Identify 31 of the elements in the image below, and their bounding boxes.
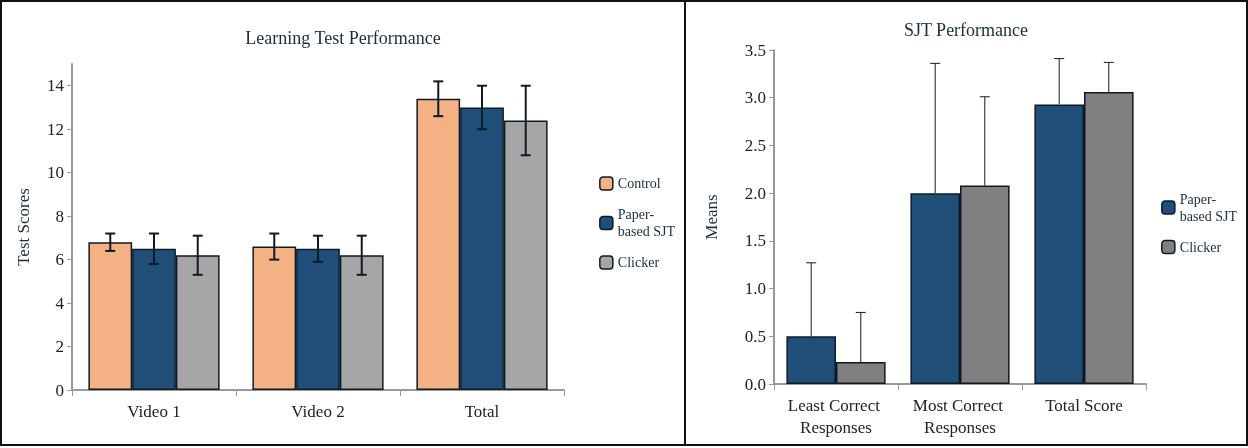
x-tick-label: Video 1 xyxy=(127,401,181,421)
y-axis-title: Means xyxy=(702,194,721,240)
legend-label: Paper-based SJT xyxy=(617,207,676,239)
y-tick-label: 2 xyxy=(55,337,64,357)
y-tick-label: 0.5 xyxy=(744,326,766,346)
y-tick-label: 2.5 xyxy=(744,135,766,155)
legend-label: Clicker xyxy=(617,255,660,270)
y-tick-label: 3.5 xyxy=(744,40,766,60)
chart-title: SJT Performance xyxy=(903,20,1029,40)
legend-label: Clicker xyxy=(1179,239,1222,255)
x-tick-label: Total xyxy=(464,401,500,421)
y-tick-label: 8 xyxy=(55,206,64,226)
y-tick-label: 1.5 xyxy=(744,231,766,251)
y-axis-title: Test Scores xyxy=(14,188,33,266)
y-tick-label: 12 xyxy=(47,119,64,139)
legend-label: Paper-based SJT xyxy=(1179,191,1238,224)
chart-title: Learning Test Performance xyxy=(245,28,441,48)
y-tick-label: 0.0 xyxy=(744,374,766,394)
x-tick-label: Most Correct Responses xyxy=(912,395,1008,437)
y-tick-label: 0 xyxy=(55,380,64,400)
x-tick-label: Least Correct Responses xyxy=(787,395,885,437)
y-tick-label: 14 xyxy=(47,76,65,96)
x-tick-label: Video 2 xyxy=(291,401,345,421)
y-tick-label: 1.0 xyxy=(744,279,766,299)
y-tick-label: 2.0 xyxy=(744,183,766,203)
legend-label: Control xyxy=(617,176,661,191)
y-tick-label: 6 xyxy=(55,250,64,270)
x-tick-label: Total Score xyxy=(1045,395,1123,415)
y-tick-label: 4 xyxy=(55,293,65,313)
y-tick-label: 3.0 xyxy=(744,88,766,108)
y-tick-label: 10 xyxy=(47,163,64,183)
